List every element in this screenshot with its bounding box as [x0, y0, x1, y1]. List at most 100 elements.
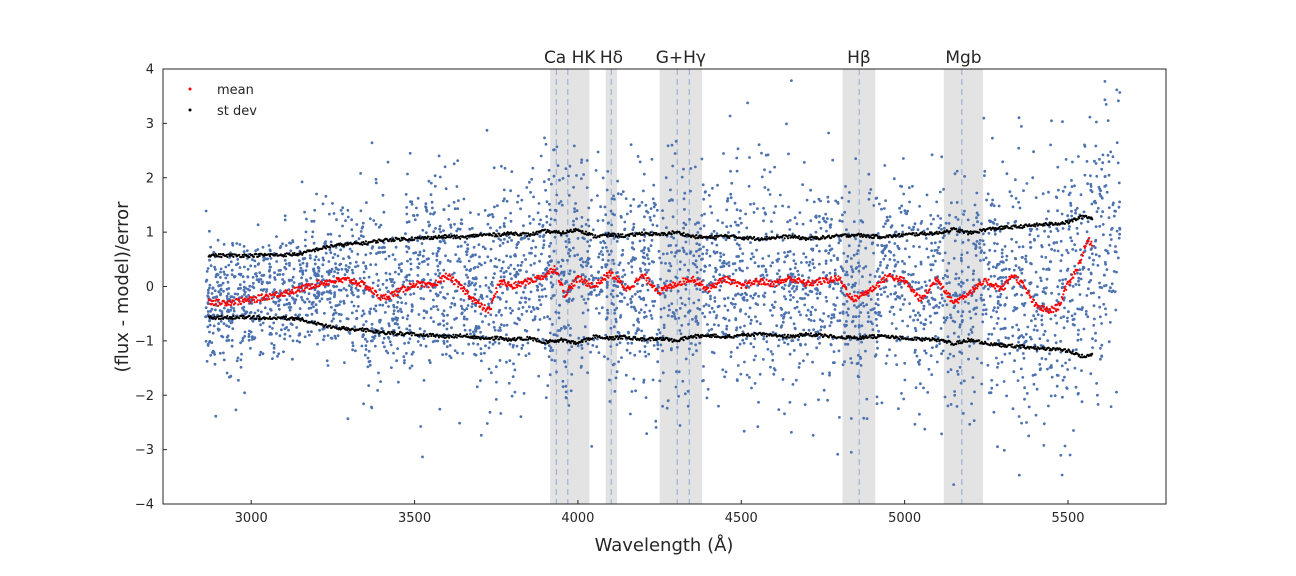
residual-point — [1023, 279, 1027, 282]
residual-point — [1042, 333, 1046, 336]
residual-point — [462, 317, 466, 321]
residual-point — [310, 235, 314, 239]
residual-point — [372, 307, 376, 311]
residual-point — [661, 334, 665, 338]
residual-point — [316, 342, 319, 346]
residual-point — [649, 314, 653, 317]
residual-point — [790, 339, 794, 343]
residual-point — [591, 228, 595, 232]
residual-point — [540, 252, 543, 256]
residual-point — [587, 224, 591, 228]
residual-point — [892, 177, 896, 181]
residual-point — [422, 337, 426, 340]
residual-point — [281, 282, 285, 286]
residual-point — [1095, 382, 1098, 385]
residual-point — [845, 300, 849, 303]
residual-point — [291, 284, 295, 288]
residual-point — [508, 359, 512, 362]
stdev-point-upper — [248, 256, 251, 259]
residual-point — [529, 263, 533, 267]
residual-point — [777, 344, 780, 348]
stdev-point-lower — [502, 337, 505, 340]
residual-point — [229, 295, 233, 298]
residual-point — [520, 347, 524, 350]
residual-point — [533, 262, 536, 265]
stdev-point-lower — [217, 317, 220, 320]
residual-point — [309, 256, 312, 260]
residual-point — [323, 285, 327, 289]
residual-point — [365, 201, 368, 205]
stdev-point-lower — [454, 333, 457, 336]
residual-point — [1017, 266, 1021, 270]
residual-point — [850, 268, 854, 271]
residual-point — [849, 265, 853, 269]
residual-point — [369, 251, 372, 255]
residual-point — [776, 252, 780, 255]
residual-point — [713, 300, 717, 303]
residual-point — [975, 216, 978, 220]
residual-point — [548, 373, 552, 377]
residual-point — [762, 337, 766, 341]
residual-point — [424, 202, 428, 206]
residual-point — [1098, 187, 1102, 191]
residual-point — [544, 267, 548, 271]
residual-point — [918, 358, 922, 362]
residual-point — [527, 305, 531, 309]
residual-point — [467, 281, 471, 285]
residual-point — [953, 294, 957, 297]
residual-point — [875, 293, 879, 296]
residual-point — [663, 294, 667, 298]
residual-point — [469, 255, 473, 259]
residual-point — [873, 275, 877, 278]
residual-point — [841, 267, 844, 271]
residual-point — [338, 319, 342, 323]
residual-point — [1020, 293, 1023, 297]
residual-point — [1044, 357, 1048, 361]
residual-point — [541, 295, 544, 298]
residual-point — [342, 257, 345, 261]
residual-point — [659, 277, 662, 281]
residual-point — [600, 306, 604, 310]
residual-point — [1021, 352, 1025, 355]
stdev-point-lower — [397, 333, 401, 336]
residual-point — [694, 259, 698, 263]
residual-point — [688, 347, 691, 351]
residual-point — [734, 302, 737, 306]
residual-point — [941, 276, 945, 280]
residual-point — [853, 304, 856, 307]
residual-point — [998, 229, 1002, 233]
residual-point — [476, 342, 480, 346]
residual-point — [1098, 254, 1101, 258]
residual-point — [1070, 214, 1074, 218]
residual-point — [757, 143, 761, 147]
residual-point — [453, 303, 457, 307]
residual-point — [493, 265, 497, 268]
residual-point — [1021, 376, 1025, 379]
residual-point — [691, 262, 695, 265]
stdev-point-lower — [213, 315, 216, 318]
residual-point — [697, 254, 701, 258]
residual-point — [367, 349, 371, 353]
residual-point — [506, 240, 510, 244]
residual-point — [429, 289, 432, 293]
residual-point — [684, 240, 688, 244]
residual-point — [1050, 119, 1053, 123]
residual-point — [206, 344, 210, 347]
residual-point — [548, 208, 552, 212]
residual-point — [654, 426, 658, 429]
residual-point — [612, 237, 616, 240]
residual-point — [899, 210, 903, 214]
residual-point — [230, 321, 234, 324]
residual-point — [478, 255, 481, 259]
residual-point — [511, 375, 515, 378]
residual-point — [533, 254, 537, 258]
residual-point — [416, 340, 420, 343]
residual-point — [343, 361, 346, 364]
residual-point — [768, 193, 772, 196]
residual-point — [786, 342, 790, 346]
stdev-point-upper — [262, 254, 266, 257]
residual-point — [525, 329, 529, 333]
residual-point — [312, 219, 316, 223]
residual-point — [841, 269, 845, 273]
residual-point — [876, 303, 880, 307]
